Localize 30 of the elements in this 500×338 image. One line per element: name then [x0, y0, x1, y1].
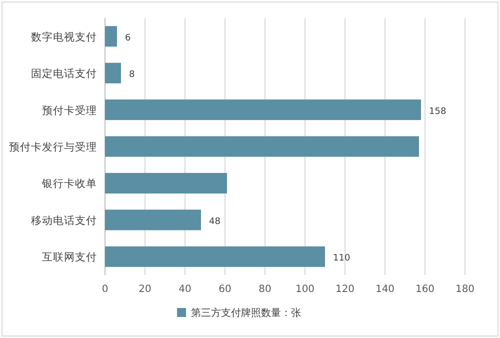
- legend-label: 第三方支付牌照数量：张: [191, 307, 301, 319]
- y-tick-label: 移动电话支付: [31, 214, 97, 227]
- data-label: 158: [429, 106, 446, 117]
- x-tick-label: 100: [295, 284, 315, 295]
- x-tick-label: 40: [178, 284, 192, 295]
- x-tick-label: 140: [375, 284, 395, 295]
- x-tick-label: 60: [218, 284, 232, 295]
- y-tick-label: 预付卡受理: [42, 104, 97, 117]
- x-tick-label: 180: [455, 284, 475, 295]
- y-tick-label: 互联网支付: [42, 250, 97, 264]
- y-tick-label: 固定电话支付: [31, 67, 97, 80]
- bar: [105, 62, 121, 84]
- x-tick-label: 0: [102, 284, 108, 295]
- x-tick-label: 20: [138, 284, 152, 295]
- data-label: 8: [129, 70, 135, 80]
- y-tick-label: 预付卡发行与受理: [9, 140, 97, 154]
- data-label: 110: [333, 254, 350, 264]
- data-label: 48: [209, 216, 221, 227]
- bar: [105, 26, 117, 47]
- x-tick-label: 80: [258, 284, 272, 295]
- y-tick-label: 数字电视支付: [31, 30, 97, 44]
- y-tick-label: 银行卡收单: [41, 177, 97, 190]
- x-tick-label: 160: [415, 284, 435, 295]
- bar: [105, 100, 421, 120]
- x-tick-label: 120: [335, 284, 355, 295]
- bar: [105, 172, 227, 194]
- bar: [105, 136, 419, 157]
- bar: [105, 246, 325, 267]
- data-label: 6: [125, 33, 131, 44]
- bar: [105, 210, 201, 230]
